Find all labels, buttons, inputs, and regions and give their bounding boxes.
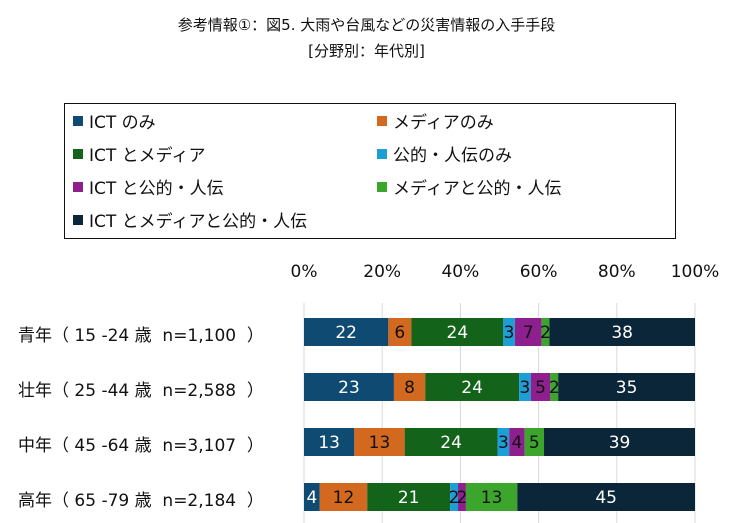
legend-item: メディアのみ <box>377 108 494 133</box>
data-label: 24 <box>440 433 462 453</box>
chart-subtitle: [分野別：年代別] <box>308 42 425 60</box>
data-label: 13 <box>369 433 391 453</box>
legend-label: 公的・人伝のみ <box>393 146 512 166</box>
data-label: 45 <box>595 488 617 508</box>
data-label: 12 <box>333 488 355 508</box>
legend-label: ICT とメディアと公的・人伝 <box>89 212 308 232</box>
data-label: 13 <box>481 488 503 508</box>
legend-label: メディアと公的・人伝 <box>393 179 562 199</box>
bar-segment <box>517 483 695 511</box>
data-label: 3 <box>520 378 531 398</box>
data-label: 13 <box>318 433 340 453</box>
legend-label: ICT と公的・人伝 <box>89 179 224 199</box>
legend-swatch <box>73 181 83 192</box>
legend-label: ICT のみ <box>89 113 156 133</box>
bar-segment <box>304 318 389 346</box>
legend-swatch <box>73 115 83 126</box>
data-label: 2 <box>549 378 560 398</box>
chart-title: 参考情報①：図5. 大雨や台風などの災害情報の入手手段 <box>177 16 556 34</box>
legend-swatch <box>73 214 83 225</box>
bar-segment <box>388 318 412 346</box>
data-label: 21 <box>398 488 420 508</box>
data-label: 4 <box>306 488 317 508</box>
bar-segment <box>550 373 559 401</box>
category-label: 中年（ 45 -64 歳 n=3,107 ） <box>18 436 264 456</box>
bar-segment <box>425 373 520 401</box>
x-tick-label: 80% <box>597 262 636 282</box>
data-label: 8 <box>404 378 415 398</box>
legend-swatch <box>377 115 387 126</box>
bar-segment <box>319 483 368 511</box>
bar-segment <box>514 318 542 346</box>
data-label: 38 <box>611 323 633 343</box>
data-label: 39 <box>609 433 631 453</box>
category-label: 青年（ 15 -24 歳 n=1,100 ） <box>18 326 264 346</box>
bar-segment <box>530 373 551 401</box>
bar-segment <box>558 373 695 401</box>
data-label: 7 <box>523 323 534 343</box>
data-label: 35 <box>616 378 638 398</box>
bar-segment <box>509 428 525 456</box>
data-label: 24 <box>461 378 483 398</box>
bar-segment <box>497 428 510 456</box>
legend: ICT のみ メディアのみ ICT とメディア 公的・人伝のみ ICT と公的・人伝 メデ… <box>64 103 676 239</box>
data-label: 3 <box>498 433 509 453</box>
bar-segment <box>503 318 515 346</box>
legend-item: ICT と公的・人伝 <box>73 174 224 199</box>
bar-segment <box>304 483 320 511</box>
legend-swatch <box>377 181 387 192</box>
bar-segment <box>354 428 405 456</box>
legend-label: ICT とメディア <box>89 146 206 166</box>
category-label: 高年（ 65 -79 歳 n=2,184 ） <box>18 491 264 511</box>
data-label: 5 <box>529 433 540 453</box>
data-label: 23 <box>338 378 360 398</box>
bar-segment <box>544 428 695 456</box>
bar-segment <box>549 318 695 346</box>
legend-item: 公的・人伝のみ <box>377 141 512 166</box>
category-label: 壮年（ 25 -44 歳 n=2,588 ） <box>18 381 264 401</box>
data-label: 5 <box>535 378 546 398</box>
data-label: 2 <box>449 488 460 508</box>
bar-segment <box>524 428 545 456</box>
data-label: 3 <box>504 323 515 343</box>
bar-segment <box>465 483 518 511</box>
bar-segment <box>458 483 466 511</box>
data-label: 22 <box>335 323 357 343</box>
bar-segment <box>304 373 394 401</box>
x-tick-label: 0% <box>290 262 318 282</box>
data-label: 2 <box>540 323 551 343</box>
bar-segment <box>367 483 451 511</box>
bar-segment <box>393 373 426 401</box>
x-tick-label: 40% <box>441 262 480 282</box>
bar-segment <box>519 373 531 401</box>
bar-segment <box>304 428 355 456</box>
legend-label: メディアのみ <box>393 113 494 133</box>
x-tick-label: 60% <box>519 262 558 282</box>
bar-segment <box>404 428 498 456</box>
legend-item: メディアと公的・人伝 <box>377 174 561 199</box>
legend-item: ICT とメディアと公的・人伝 <box>73 207 307 232</box>
legend-item: ICT のみ <box>73 108 156 133</box>
x-tick-label: 100% <box>670 262 720 282</box>
bar-segment <box>411 318 504 346</box>
data-label: 24 <box>447 323 469 343</box>
legend-swatch <box>377 148 387 159</box>
legend-item: ICT とメディア <box>73 141 205 166</box>
data-label: 6 <box>394 323 405 343</box>
x-tick-label: 20% <box>363 262 402 282</box>
data-label: 2 <box>457 488 468 508</box>
bar-segment <box>541 318 550 346</box>
bar-segment <box>450 483 459 511</box>
legend-swatch <box>73 148 83 159</box>
data-label: 4 <box>512 433 523 453</box>
